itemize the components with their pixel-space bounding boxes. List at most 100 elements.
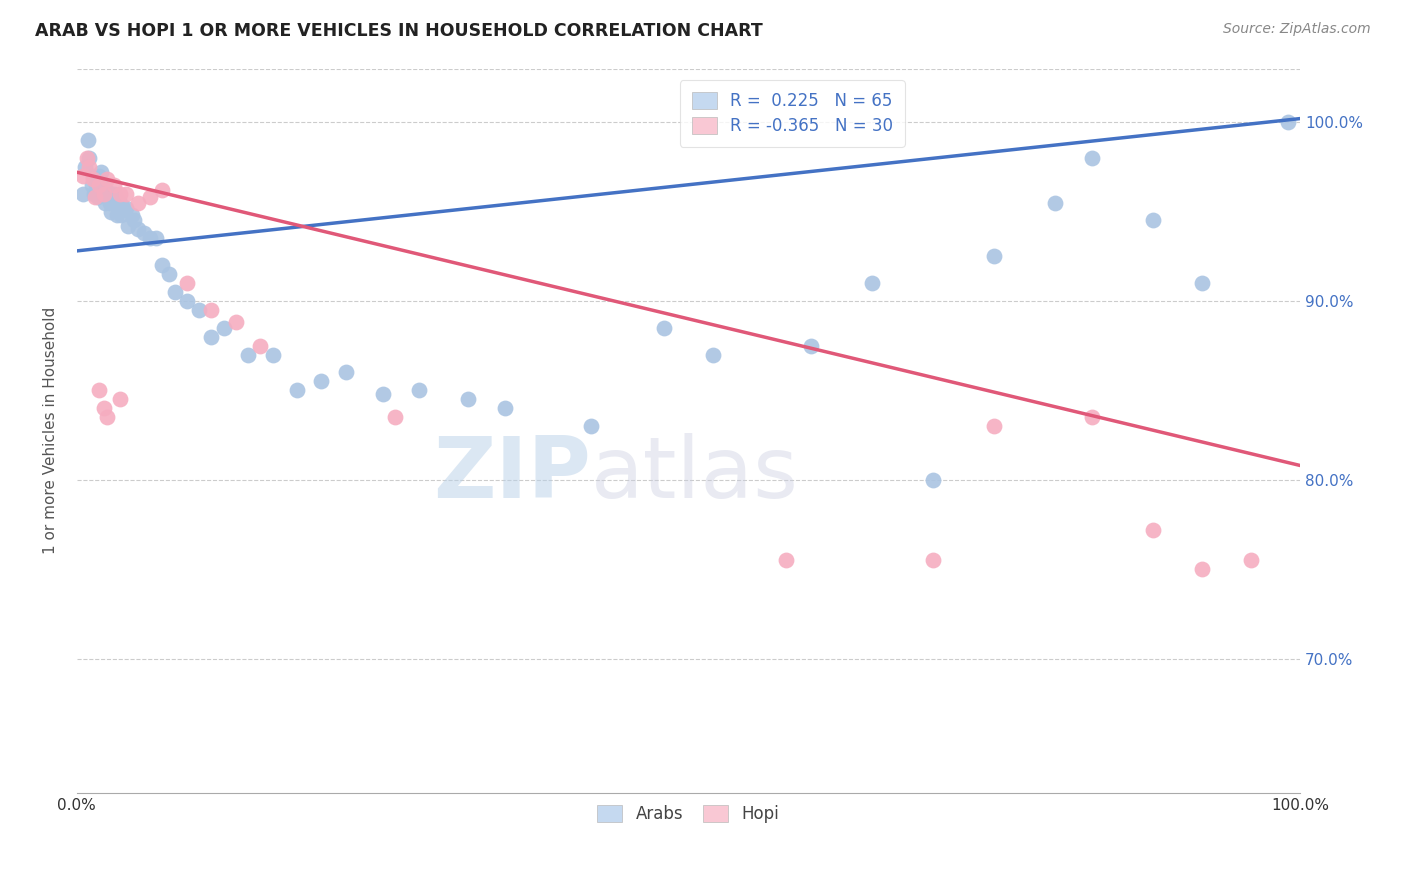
Point [1081,410,1104,425]
Point [176,293,198,308]
Point [1045,195,1067,210]
Point [96,183,118,197]
Point [127,222,149,236]
Point [87,178,110,192]
Point [145,231,167,245]
Point [371,387,394,401]
Point [335,366,357,380]
Point [1142,523,1164,537]
Point [134,226,156,240]
Point [90,165,112,179]
Point [83,186,105,201]
Point [384,410,406,425]
Point [922,473,945,487]
Point [87,384,110,398]
Point [82,169,104,183]
Text: ARAB VS HOPI 1 OR MORE VEHICLES IN HOUSEHOLD CORRELATION CHART: ARAB VS HOPI 1 OR MORE VEHICLES IN HOUSE… [35,22,763,40]
Point [96,172,118,186]
Point [1191,562,1213,576]
Point [652,320,675,334]
Point [75,160,97,174]
Point [93,186,115,201]
Point [200,302,222,317]
Point [212,320,235,334]
Point [77,151,100,165]
Point [112,201,135,215]
Point [311,375,333,389]
Point [105,195,128,210]
Point [1191,276,1213,290]
Point [1240,553,1263,567]
Point [188,302,211,317]
Point [86,178,108,192]
Point [76,151,98,165]
Point [91,178,114,192]
Text: Source: ZipAtlas.com: Source: ZipAtlas.com [1223,22,1371,37]
Point [110,208,132,222]
Point [176,276,198,290]
Point [139,190,162,204]
Point [93,401,115,416]
Point [87,169,110,183]
Point [775,553,797,567]
Point [457,392,479,407]
Point [702,348,724,362]
Point [104,190,127,204]
Point [139,231,162,245]
Point [90,186,112,201]
Point [108,392,131,407]
Point [72,169,94,183]
Point [96,410,118,425]
Point [93,186,115,201]
Point [1081,151,1104,165]
Point [249,339,271,353]
Point [114,186,136,201]
Point [225,315,247,329]
Point [117,219,139,233]
Point [86,190,108,204]
Point [96,190,118,204]
Point [1277,115,1299,129]
Point [157,267,180,281]
Point [72,186,94,201]
Point [100,204,122,219]
Point [860,276,883,290]
Y-axis label: 1 or more Vehicles in Household: 1 or more Vehicles in Household [44,307,58,554]
Point [262,348,284,362]
Point [1142,213,1164,227]
Point [105,208,128,222]
Point [80,178,103,192]
Point [494,401,516,416]
Point [108,195,131,210]
Text: atlas: atlas [591,433,799,516]
Point [152,183,174,197]
Point [77,160,100,174]
Point [200,329,222,343]
Point [98,195,121,210]
Point [97,186,120,201]
Text: ZIP: ZIP [433,433,591,516]
Point [285,384,308,398]
Point [800,339,823,353]
Point [103,178,125,192]
Point [94,195,117,210]
Point [163,285,186,299]
Point [152,258,174,272]
Point [108,186,131,201]
Point [103,186,125,201]
Point [84,190,107,204]
Point [114,201,136,215]
Point [922,553,945,567]
Point [82,172,104,186]
Point [121,208,143,222]
Point [124,213,146,227]
Point [84,172,107,186]
Point [127,195,149,210]
Point [983,419,1005,434]
Legend: Arabs, Hopi: Arabs, Hopi [586,794,792,835]
Point [87,178,110,192]
Point [236,348,259,362]
Point [408,384,430,398]
Point [77,133,100,147]
Point [983,249,1005,263]
